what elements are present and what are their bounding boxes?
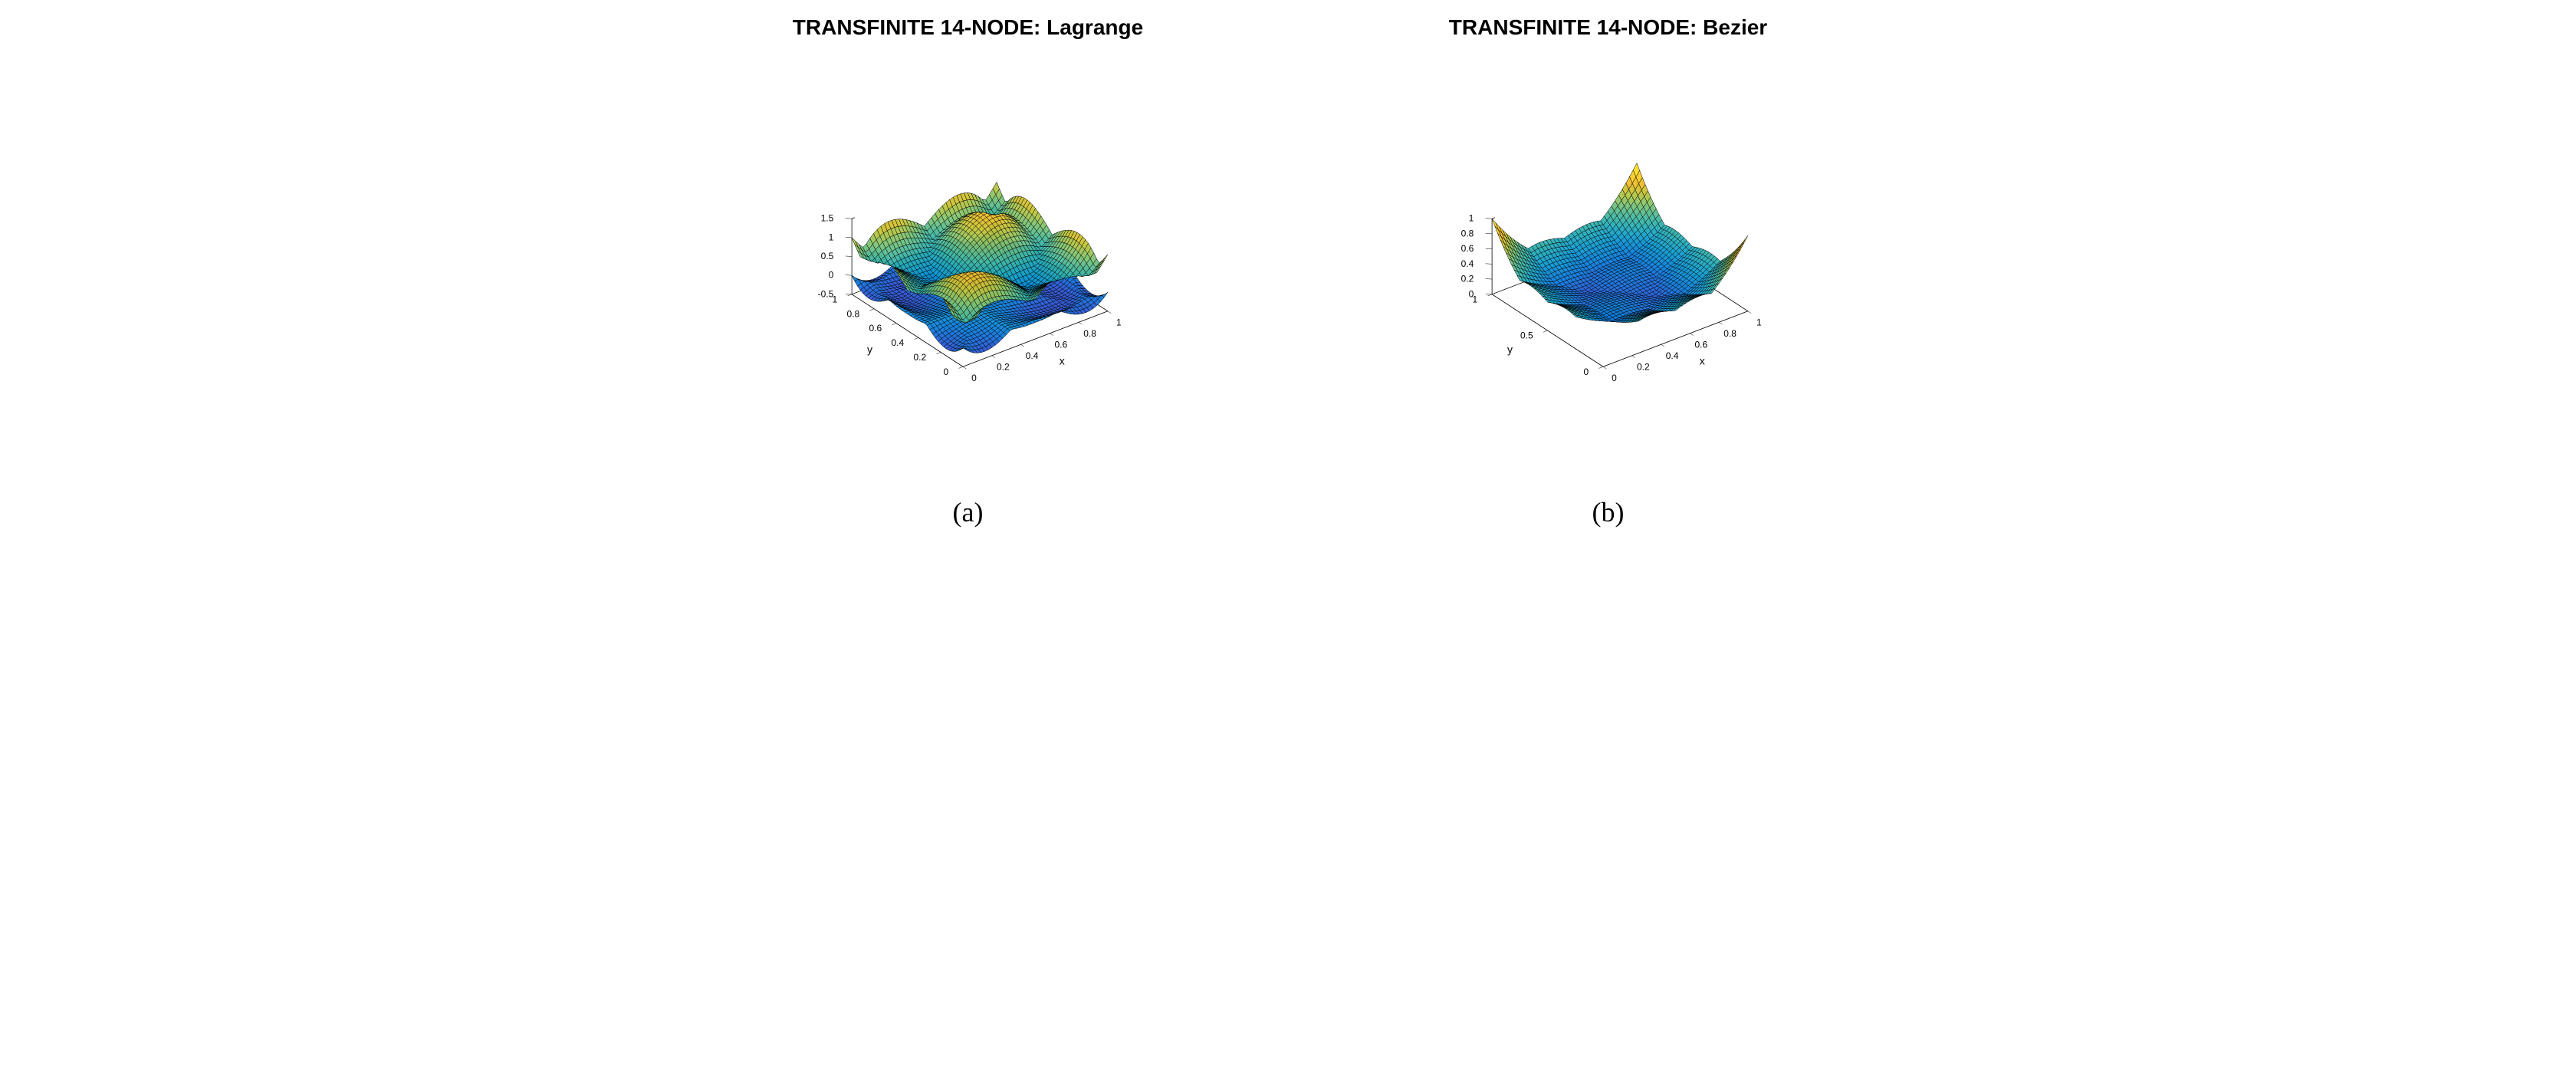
surface-plot-lagrange bbox=[671, 44, 1265, 485]
surface-plot-bezier bbox=[1311, 44, 1905, 485]
sub-label-a: (a) bbox=[953, 496, 984, 528]
plot-title-bezier: TRANSFINITE 14-NODE: Bezier bbox=[1449, 15, 1767, 40]
plot-title-lagrange: TRANSFINITE 14-NODE: Lagrange bbox=[793, 15, 1143, 40]
panel-bezier: TRANSFINITE 14-NODE: Bezier (b) bbox=[1311, 15, 1905, 528]
figure-row: TRANSFINITE 14-NODE: Lagrange (a) TRANSF… bbox=[0, 0, 2576, 536]
sub-label-b: (b) bbox=[1592, 496, 1625, 528]
panel-lagrange: TRANSFINITE 14-NODE: Lagrange (a) bbox=[671, 15, 1265, 528]
